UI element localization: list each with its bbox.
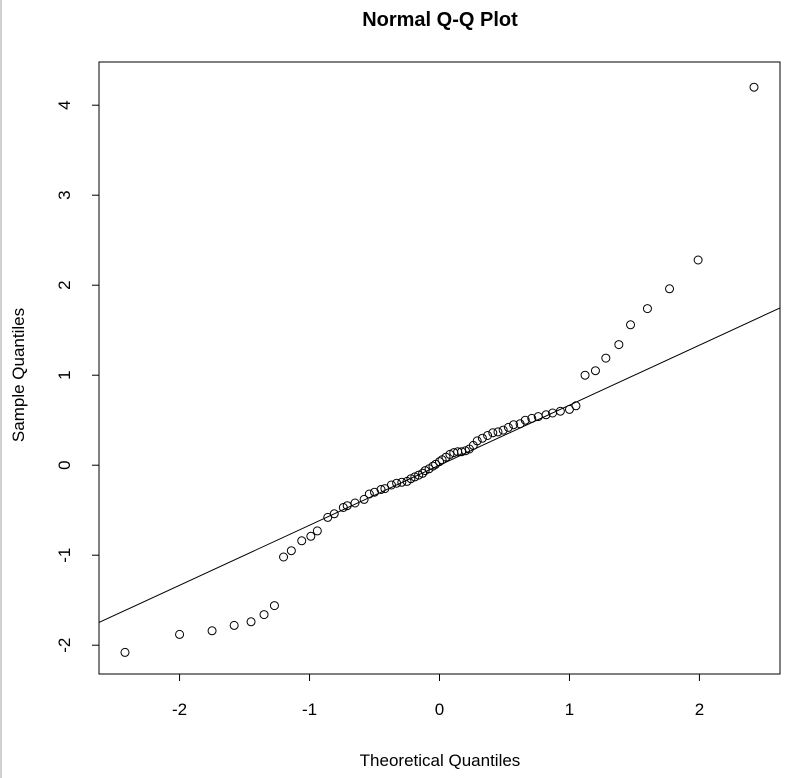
y-axis-label: Sample Quantiles	[9, 308, 28, 442]
data-point	[306, 531, 316, 541]
data-point	[472, 436, 482, 446]
data-point	[175, 629, 185, 639]
window-left-edge	[0, 0, 2, 778]
data-point	[590, 366, 600, 376]
y-tick-label: -1	[55, 548, 74, 563]
data-point	[350, 498, 360, 508]
data-point	[665, 284, 675, 294]
data-point	[457, 447, 467, 457]
x-tick-label: -1	[302, 700, 317, 719]
data-point	[207, 626, 217, 636]
data-point	[477, 433, 487, 443]
data-point	[541, 410, 551, 420]
data-point	[493, 427, 503, 437]
data-point	[364, 489, 374, 499]
data-point	[397, 477, 407, 487]
data-point	[286, 546, 296, 556]
data-point	[527, 413, 537, 423]
data-point	[359, 494, 369, 504]
plot-area-border	[98, 61, 781, 675]
data-point	[392, 478, 402, 488]
data-point	[749, 82, 759, 92]
data-point	[418, 468, 428, 478]
data-point	[269, 601, 279, 611]
data-point	[428, 461, 438, 471]
data-point	[488, 428, 498, 438]
data-point	[693, 255, 703, 265]
data-point	[370, 487, 380, 497]
data-point	[435, 457, 444, 467]
x-axis: -2 -1 0 1 2	[172, 674, 704, 719]
data-point	[246, 617, 256, 627]
data-point	[642, 304, 652, 314]
data-point	[120, 647, 130, 657]
data-point	[580, 370, 590, 380]
data-point	[509, 420, 519, 430]
data-point	[614, 340, 624, 350]
data-point	[279, 552, 289, 562]
data-point	[498, 425, 508, 435]
y-tick-label: 4	[55, 100, 74, 109]
data-point	[571, 401, 581, 411]
y-axis: -2 -1 0 1 2 3 4	[55, 100, 99, 653]
data-point	[342, 501, 352, 511]
data-point	[297, 536, 307, 546]
data-point	[503, 422, 513, 432]
data-point	[483, 431, 493, 440]
data-point	[229, 620, 239, 630]
y-tick-label: 0	[55, 460, 74, 469]
chart-title: Normal Q-Q Plot	[362, 9, 518, 31]
data-point	[601, 353, 611, 363]
data-point	[626, 320, 636, 330]
data-point	[386, 480, 396, 490]
x-tick-label: 2	[695, 700, 704, 719]
data-point	[520, 415, 530, 425]
data-point	[259, 610, 269, 620]
data-points	[120, 82, 759, 657]
y-tick-label: 2	[55, 280, 74, 289]
x-tick-label: 0	[435, 700, 444, 719]
y-tick-label: 1	[55, 370, 74, 379]
data-point	[329, 509, 339, 519]
data-point	[376, 485, 386, 494]
y-tick-label: -2	[55, 638, 74, 653]
x-tick-label: 1	[565, 700, 574, 719]
x-tick-label: -2	[172, 700, 187, 719]
x-axis-label: Theoretical Quantiles	[360, 751, 521, 770]
data-point	[312, 526, 322, 536]
y-tick-label: 3	[55, 190, 74, 199]
data-point	[555, 406, 565, 416]
